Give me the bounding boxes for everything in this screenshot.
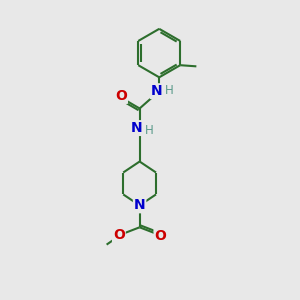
Text: N: N	[134, 198, 146, 212]
Text: H: H	[145, 124, 154, 137]
Text: N: N	[151, 84, 162, 98]
Text: O: O	[113, 228, 125, 242]
Text: O: O	[115, 89, 127, 103]
Text: N: N	[131, 121, 143, 135]
Text: H: H	[164, 83, 173, 97]
Text: O: O	[154, 229, 166, 243]
